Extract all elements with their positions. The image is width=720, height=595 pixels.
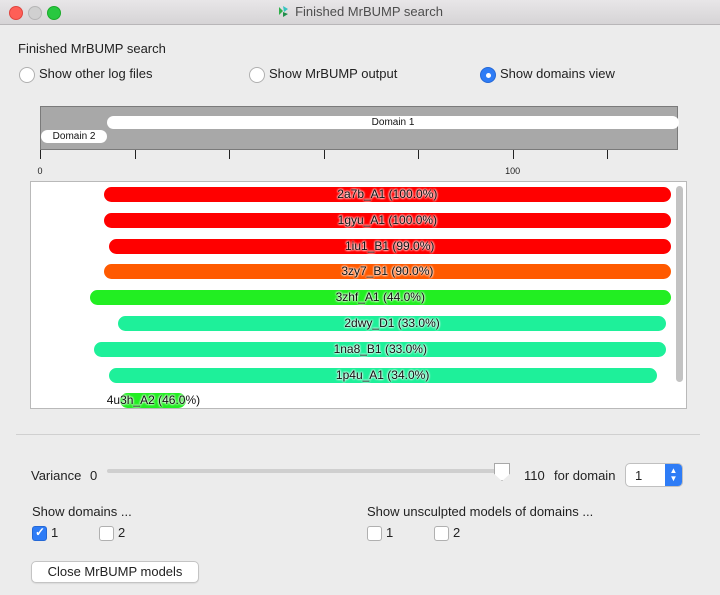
window-close-button[interactable] xyxy=(9,6,23,20)
variance-slider-thumb[interactable] xyxy=(494,463,510,481)
hit-label: 2a7b_A1 (100.0%) xyxy=(337,187,438,201)
title-bar: Finished MrBUMP search xyxy=(0,0,720,25)
radio-show-mrbump-output[interactable] xyxy=(249,67,265,83)
ruler-tick-label: 0 xyxy=(37,166,43,176)
hit-label: 3zy7_B1 (90.0%) xyxy=(341,264,434,279)
hit-label: 1p4u_A1 (34.0%) xyxy=(335,367,430,382)
show-domain-2-label: 2 xyxy=(118,525,126,540)
hit-bar[interactable] xyxy=(117,316,667,331)
hit-label: 3zhf_A1 (44.0%) xyxy=(335,290,425,305)
hit-bar[interactable] xyxy=(103,187,671,202)
hit-label: 1iu1_B1 (99.0%) xyxy=(345,238,435,253)
ruler-tick xyxy=(40,150,41,159)
hit-bar[interactable] xyxy=(103,212,671,228)
hit-bar[interactable] xyxy=(89,290,671,306)
hit-bar[interactable] xyxy=(103,264,671,280)
ruler-tick xyxy=(607,150,609,159)
show-unsculpted-1-checkbox[interactable] xyxy=(367,526,382,541)
hit-label: 1gyu_A1 (100.0%) xyxy=(337,212,438,227)
ruler-tick xyxy=(418,150,420,159)
hit-bar[interactable] xyxy=(108,238,671,254)
hits-scrollbar[interactable] xyxy=(676,184,684,406)
ruler-tick xyxy=(512,150,514,159)
domain-select[interactable]: 1 ▲ ▼ xyxy=(625,463,683,487)
radio-label-domains-view[interactable]: Show domains view xyxy=(500,66,615,81)
variance-slider-track[interactable] xyxy=(107,469,507,473)
ruler-tick xyxy=(323,150,325,159)
ruler-tick xyxy=(134,150,136,159)
coot-app-icon xyxy=(279,6,289,17)
domain-map: Domain 1 Domain 2 xyxy=(40,106,679,150)
variance-max-label: 110 xyxy=(524,468,545,483)
for-domain-label: for domain xyxy=(554,468,616,483)
show-unsculpted-2-label: 2 xyxy=(453,525,461,540)
hit-bar[interactable] xyxy=(108,367,657,383)
window-title: Finished MrBUMP search xyxy=(295,4,443,19)
page-heading: Finished MrBUMP search xyxy=(18,41,166,56)
radio-show-domains-view[interactable] xyxy=(480,67,496,83)
show-domain-2-checkbox[interactable] xyxy=(99,526,114,541)
show-domain-1-label: 1 xyxy=(51,525,59,540)
hit-label: 1na8_B1 (33.0%) xyxy=(333,341,427,356)
domain-select-value: 1 xyxy=(635,468,643,483)
show-unsculpted-2-checkbox[interactable] xyxy=(434,526,449,541)
ruler-tick xyxy=(229,150,231,159)
hits-panel: 2a7b_A1 (100.0%) 1gyu_A1 (100.0%) 1iu1_B1 … xyxy=(30,181,687,409)
divider xyxy=(16,434,700,435)
window-zoom-button[interactable] xyxy=(47,6,61,20)
domain-1-bar: Domain 1 xyxy=(107,116,679,129)
hit-bar[interactable] xyxy=(94,341,667,357)
show-unsculpted-1-label: 1 xyxy=(386,525,394,540)
hit-label: 4u3h_A2 (46.0%) xyxy=(106,393,201,408)
domain-2-bar: Domain 2 xyxy=(41,130,108,143)
hit-bar[interactable] xyxy=(120,393,187,408)
show-unsculpted-label: Show unsculpted models of domains ... xyxy=(367,504,594,519)
chevron-updown-icon[interactable]: ▲ ▼ xyxy=(665,464,682,486)
radio-show-other-log-files[interactable] xyxy=(19,67,35,83)
show-domain-1-checkbox[interactable] xyxy=(32,525,47,541)
variance-min-label: 0 xyxy=(90,468,98,483)
hits-scrollbar-thumb[interactable] xyxy=(676,186,683,382)
variance-label: Variance xyxy=(31,468,82,483)
show-domains-label: Show domains ... xyxy=(32,504,132,519)
ruler-tick-label: 100 xyxy=(505,166,521,176)
window-title-group: Finished MrBUMP search xyxy=(0,4,720,19)
residue-ruler: 0 100 xyxy=(37,150,678,176)
close-mrbump-models-button[interactable]: Close MrBUMP models xyxy=(31,561,199,583)
hit-label: 2dwy_D1 (33.0%) xyxy=(344,316,440,330)
window-minimize-button[interactable] xyxy=(28,6,42,20)
radio-label-mrbump-output[interactable]: Show MrBUMP output xyxy=(269,66,398,81)
radio-label-other-log-files[interactable]: Show other log files xyxy=(39,66,153,81)
